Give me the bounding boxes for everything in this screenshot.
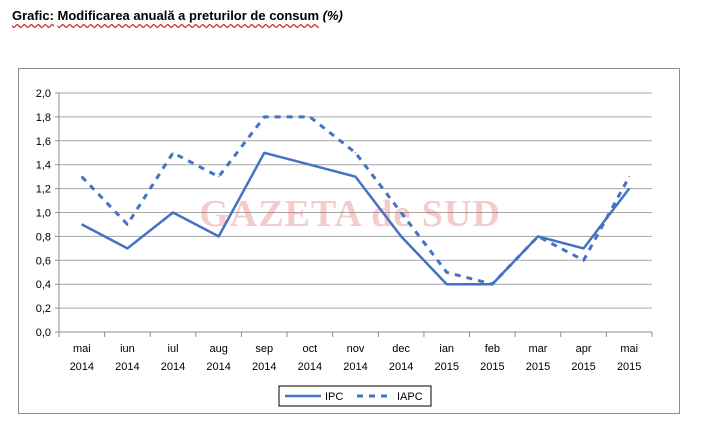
axes: [55, 92, 653, 337]
legend-box: [278, 385, 432, 407]
x-tick-label-month: iun: [120, 343, 135, 355]
legend: IPC IAPC: [278, 385, 432, 407]
x-tick-label-year: 2015: [526, 361, 550, 373]
x-tick-label-month: dec: [392, 343, 410, 355]
series-lines: [80, 115, 631, 286]
chart-title: Grafic: Modificarea anuală a preturilor …: [12, 8, 343, 23]
y-tick-label: 0,6: [36, 255, 51, 267]
data-point-iapc: [81, 176, 83, 178]
data-point-ipc: [218, 235, 220, 237]
gridlines: [59, 92, 652, 309]
x-tick-label-month: mai: [73, 343, 91, 355]
data-point-iapc: [446, 271, 448, 273]
y-axis-ticks: 0,0 0,2 0,4 0,6 0,8 1,0 1,2 1,4 1,6 1,8 2,0: [36, 88, 51, 339]
data-point-ipc: [628, 188, 630, 190]
title-prefix: Grafic:: [12, 8, 54, 23]
x-tick-label-year: 2015: [480, 361, 504, 373]
y-tick-label: 0,2: [36, 303, 51, 315]
data-point-ipc: [309, 164, 311, 166]
title-main: Modificarea anuală a preturilor de consu…: [57, 8, 320, 23]
x-tick-label-month: feb: [485, 343, 500, 355]
y-tick-label: 2,0: [36, 88, 51, 100]
y-tick-label: 1,4: [36, 160, 51, 172]
data-point-iapc: [582, 259, 585, 261]
y-tick-label: 1,2: [36, 184, 51, 196]
x-tick-label-year: 2014: [252, 361, 276, 373]
x-tick-label-month: mar: [528, 343, 547, 355]
x-tick-label-month: mai: [620, 343, 638, 355]
y-tick-label: 1,8: [36, 112, 51, 124]
data-point-ipc: [446, 283, 448, 285]
data-point-iapc: [126, 223, 129, 226]
title-unit: (%): [322, 8, 343, 23]
data-point-ipc: [582, 247, 585, 249]
data-point-iapc: [309, 116, 311, 118]
y-tick-label: 0,0: [36, 327, 51, 339]
x-tick-label-year: 2014: [206, 361, 230, 373]
y-tick-label: 1,6: [36, 136, 51, 148]
data-point-ipc: [354, 176, 357, 178]
y-tick-label: 1,0: [36, 208, 51, 220]
data-point-ipc: [81, 223, 83, 226]
x-tick-label-month: apr: [576, 343, 592, 355]
data-point-ipc: [172, 211, 174, 214]
y-tick-label: 0,8: [36, 231, 51, 243]
x-tick-label-month: nov: [347, 343, 365, 355]
x-tick-label-year: 2014: [115, 361, 139, 373]
data-point-iapc: [263, 116, 265, 118]
data-point-iapc: [491, 283, 493, 285]
chart-frame: [18, 68, 680, 414]
data-point-iapc: [172, 152, 174, 154]
legend-label-ipc: IPC: [325, 391, 343, 403]
y-tick-label: 0,4: [36, 279, 51, 291]
data-point-iapc: [400, 211, 402, 214]
x-tick-label-year: 2015: [434, 361, 458, 373]
x-tick-label-month: ian: [439, 343, 454, 355]
data-point-iapc: [537, 235, 539, 237]
x-tick-label-month: aug: [209, 343, 227, 355]
data-point-iapc: [628, 176, 630, 178]
x-tick-label-year: 2014: [298, 361, 322, 373]
data-point-ipc: [263, 152, 265, 154]
x-tick-label-year: 2015: [571, 361, 595, 373]
x-tick-label-year: 2014: [389, 361, 413, 373]
data-point-ipc: [126, 247, 129, 249]
data-point-iapc: [354, 152, 357, 154]
x-tick-label-year: 2014: [70, 361, 94, 373]
x-tick-label-month: sep: [255, 343, 273, 355]
x-tick-label-year: 2015: [617, 361, 641, 373]
x-tick-label-year: 2014: [343, 361, 367, 373]
x-axis-ticks: mai 2014 iun 2014 iul 2014 aug 2014 sep 2014 oct 20…: [70, 343, 642, 373]
x-tick-label-year: 2014: [161, 361, 185, 373]
watermark: GAZETA de SUD: [199, 193, 501, 235]
data-point-iapc: [218, 176, 220, 178]
x-tick-label-month: iul: [168, 343, 179, 355]
data-point-ipc: [400, 235, 402, 237]
legend-label-iapc: IAPC: [397, 391, 423, 403]
x-tick-label-month: oct: [303, 343, 318, 355]
